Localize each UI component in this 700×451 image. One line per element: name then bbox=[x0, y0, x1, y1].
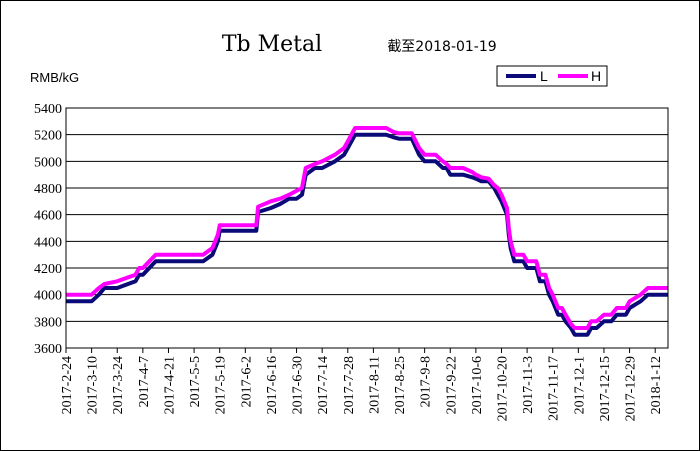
legend-label-l: L bbox=[540, 68, 548, 84]
y-axis-unit-label: RMB/kG bbox=[30, 70, 79, 85]
y-tick-label: 3800 bbox=[34, 315, 62, 330]
legend: L H bbox=[496, 65, 608, 87]
x-tick-label: 2017-4-7 bbox=[137, 356, 152, 407]
y-tick-label: 5400 bbox=[34, 102, 62, 117]
chart-title: Tb Metal bbox=[222, 32, 322, 57]
x-tick-label: 2017-3-10 bbox=[86, 356, 101, 414]
y-tick-label: 3600 bbox=[34, 342, 62, 357]
series-line-l bbox=[66, 132, 668, 337]
series-line-h bbox=[66, 126, 668, 330]
chart-subtitle: 截至2018-01-19 bbox=[387, 39, 496, 55]
y-tick-label: 4400 bbox=[34, 235, 62, 250]
x-tick-label: 2017-4-21 bbox=[162, 356, 177, 414]
x-tick-label: 2017-3-24 bbox=[111, 356, 126, 414]
x-tick-label: 2017-8-11 bbox=[367, 356, 382, 414]
legend-box bbox=[496, 65, 608, 87]
y-tick-label: 4800 bbox=[34, 182, 62, 197]
x-tick-label: 2017-10-6 bbox=[470, 356, 485, 414]
x-tick-label: 2017-6-16 bbox=[265, 356, 280, 414]
x-tick-label: 2017-9-8 bbox=[419, 356, 434, 407]
x-tick-label: 2017-5-5 bbox=[188, 356, 203, 407]
x-tick-label: 2017-12-29 bbox=[624, 356, 639, 421]
x-tick-label: 2018-1-12 bbox=[649, 356, 664, 414]
x-tick-label: 2017-6-2 bbox=[239, 356, 254, 407]
y-tick-label: 4600 bbox=[34, 209, 62, 224]
series-layer bbox=[66, 126, 668, 337]
x-tick-label: 2017-6-30 bbox=[291, 356, 306, 414]
x-tick-label: 2017-2-24 bbox=[60, 356, 75, 414]
x-tick-label: 2017-12-15 bbox=[598, 356, 613, 421]
x-tick-label: 2017-8-25 bbox=[393, 356, 408, 414]
y-tick-label: 4200 bbox=[34, 262, 62, 277]
x-tick-label: 2017-10-20 bbox=[495, 356, 510, 421]
y-tick-label: 5200 bbox=[34, 129, 62, 144]
x-tick-label: 2017-12-1 bbox=[572, 356, 587, 414]
x-tick-label: 2017-11-3 bbox=[521, 356, 536, 414]
legend-label-h: H bbox=[591, 68, 601, 84]
x-tick-label: 2017-7-28 bbox=[342, 356, 357, 414]
y-axis-ticks: 3600 3800 4000 4200 4400 4600 4800 5000 5200 5400 bbox=[34, 102, 62, 357]
plot-area-frame bbox=[65, 107, 669, 349]
y-tick-label: 4000 bbox=[34, 289, 62, 304]
x-tick-label: 2017-5-19 bbox=[214, 356, 229, 414]
x-axis-ticks: 2017-2-24 2017-3-10 2017-3-24 2017-4-7 2017-… bbox=[60, 348, 664, 421]
x-tick-label: 2017-11-17 bbox=[547, 356, 562, 421]
x-tick-label: 2017-9-22 bbox=[444, 356, 459, 414]
x-tick-label: 2017-7-14 bbox=[316, 356, 331, 414]
y-tick-label: 5000 bbox=[34, 155, 62, 170]
